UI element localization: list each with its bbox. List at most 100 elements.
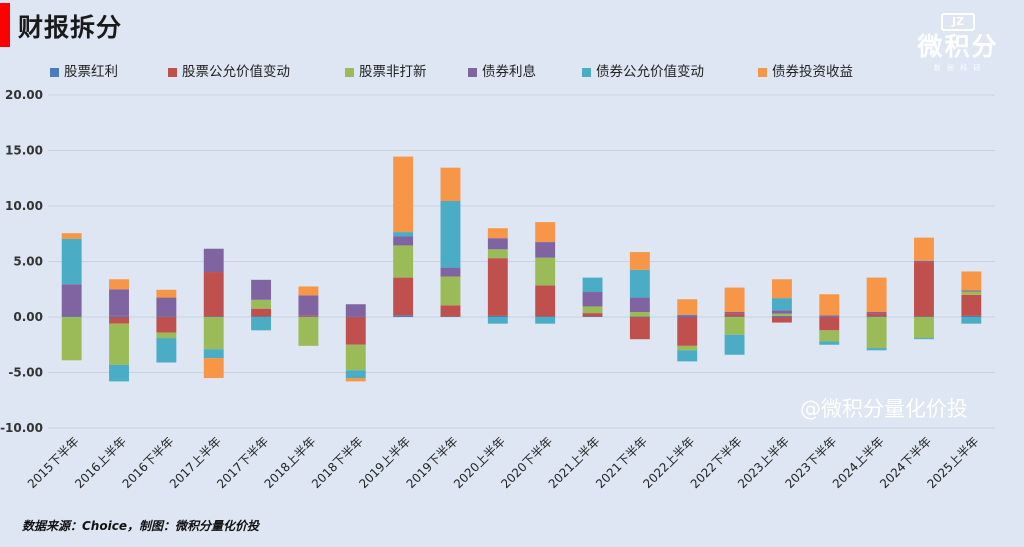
bar-segment [393, 232, 414, 237]
bar-segment [629, 297, 650, 313]
legend-item: 股票非打新 [345, 60, 427, 80]
bar-segment [61, 317, 82, 361]
bar-segment [866, 348, 887, 351]
bar-segment [61, 316, 82, 317]
bar-segment [771, 279, 792, 299]
bar-segment [866, 277, 887, 313]
bar-segment [819, 330, 840, 342]
bar-segment [724, 313, 745, 317]
bar-segment [629, 316, 650, 317]
bar-segment [203, 272, 224, 317]
bar-segment [677, 299, 698, 315]
bar-segment [629, 317, 650, 340]
bar-segment [582, 306, 603, 314]
bar-segment [203, 349, 224, 359]
bar-segment [535, 316, 556, 317]
bar-segment [440, 316, 461, 317]
bar-segment [156, 338, 177, 363]
legend-item: 股票公允价值变动 [168, 60, 290, 80]
bar-segment [866, 313, 887, 317]
bar-segment [819, 316, 840, 317]
bar-segment [914, 338, 934, 340]
bar-segment [535, 285, 556, 317]
bar-segment [109, 279, 129, 290]
bar-segment [345, 370, 366, 379]
bar-segment [298, 317, 319, 346]
bar-segment [677, 314, 698, 316]
bar-segment [487, 238, 508, 250]
bar-segment [914, 237, 934, 261]
bar-segment [677, 345, 698, 351]
bar-segment [251, 279, 272, 300]
bar-segment [724, 316, 745, 317]
bar-segment [345, 304, 366, 317]
legend-item: 债券公允价值变动 [582, 60, 704, 80]
bar-segment [345, 344, 366, 371]
bar-segment [203, 358, 224, 379]
bar-segment [440, 305, 461, 317]
bar-segment [298, 286, 319, 296]
bar-segment [251, 299, 272, 309]
bar-segment [961, 291, 982, 295]
bar-segment [109, 317, 129, 324]
bar-segment [914, 262, 934, 317]
bar-segment [393, 315, 414, 317]
bar-segment [203, 316, 224, 317]
legend-item: 债券投资收益 [758, 60, 853, 80]
watermark: @微积分量化价投 [800, 397, 968, 421]
legend-label: 股票红利 [64, 64, 118, 80]
bar-segment [393, 236, 414, 246]
bar-segment [109, 315, 129, 317]
logo-text: 微积分 [917, 32, 999, 61]
bar-segment [440, 267, 461, 277]
bar-segment [345, 378, 366, 382]
y-tick-label: 10.00 [5, 199, 43, 213]
bar-segment [251, 308, 272, 317]
bar-segment [819, 341, 840, 345]
legend-label: 债券利息 [482, 64, 536, 80]
bar-segment [771, 298, 792, 311]
bar-segment [914, 317, 934, 339]
bar-segment [345, 317, 366, 345]
bar-segment [440, 167, 461, 202]
bar-segment [298, 316, 319, 317]
legend-label: 债券投资收益 [772, 64, 853, 80]
bar-segment [961, 290, 982, 292]
data-source-note: 数据来源：Choice，制图：微积分量化价投 [22, 519, 259, 533]
bar-segment [819, 294, 840, 316]
bar-segment [109, 323, 129, 365]
bar-segment [251, 316, 272, 317]
bar-segment [298, 295, 319, 316]
bar-segment [677, 317, 698, 346]
bar-segment [582, 292, 603, 307]
bar-segment [771, 315, 792, 317]
x-tick-label: 2025上半年 [924, 434, 981, 491]
bar-segment [677, 315, 698, 317]
legend-item: 债券利息 [468, 60, 536, 80]
y-tick-label: -5.00 [8, 366, 43, 380]
bar-segment [156, 332, 177, 339]
bar-segment [771, 317, 792, 323]
legend-swatch [50, 67, 59, 77]
bar-segment [771, 310, 792, 314]
bar-segment [961, 271, 982, 291]
bar-segment [156, 289, 177, 298]
bar-segment [487, 258, 508, 316]
bar-segment [487, 317, 508, 324]
bar-segment [156, 297, 177, 317]
legend-swatch [758, 67, 767, 77]
brand-logo: JZ 微积分 数 据 科 研 [906, 10, 1010, 76]
bar-segment [440, 201, 461, 268]
bar-segment [535, 242, 556, 258]
legend-swatch [168, 67, 177, 77]
bar-segment [866, 317, 887, 349]
bar-segment [393, 277, 414, 316]
y-tick-label: 20.00 [5, 88, 43, 102]
bar-segment [345, 316, 366, 317]
bar-segment [487, 315, 508, 317]
legend-item: 股票红利 [50, 60, 118, 80]
legend-label: 股票非打新 [359, 64, 427, 80]
bar-segment [819, 317, 840, 331]
bar-segment [487, 249, 508, 259]
bar-segment [629, 312, 650, 317]
